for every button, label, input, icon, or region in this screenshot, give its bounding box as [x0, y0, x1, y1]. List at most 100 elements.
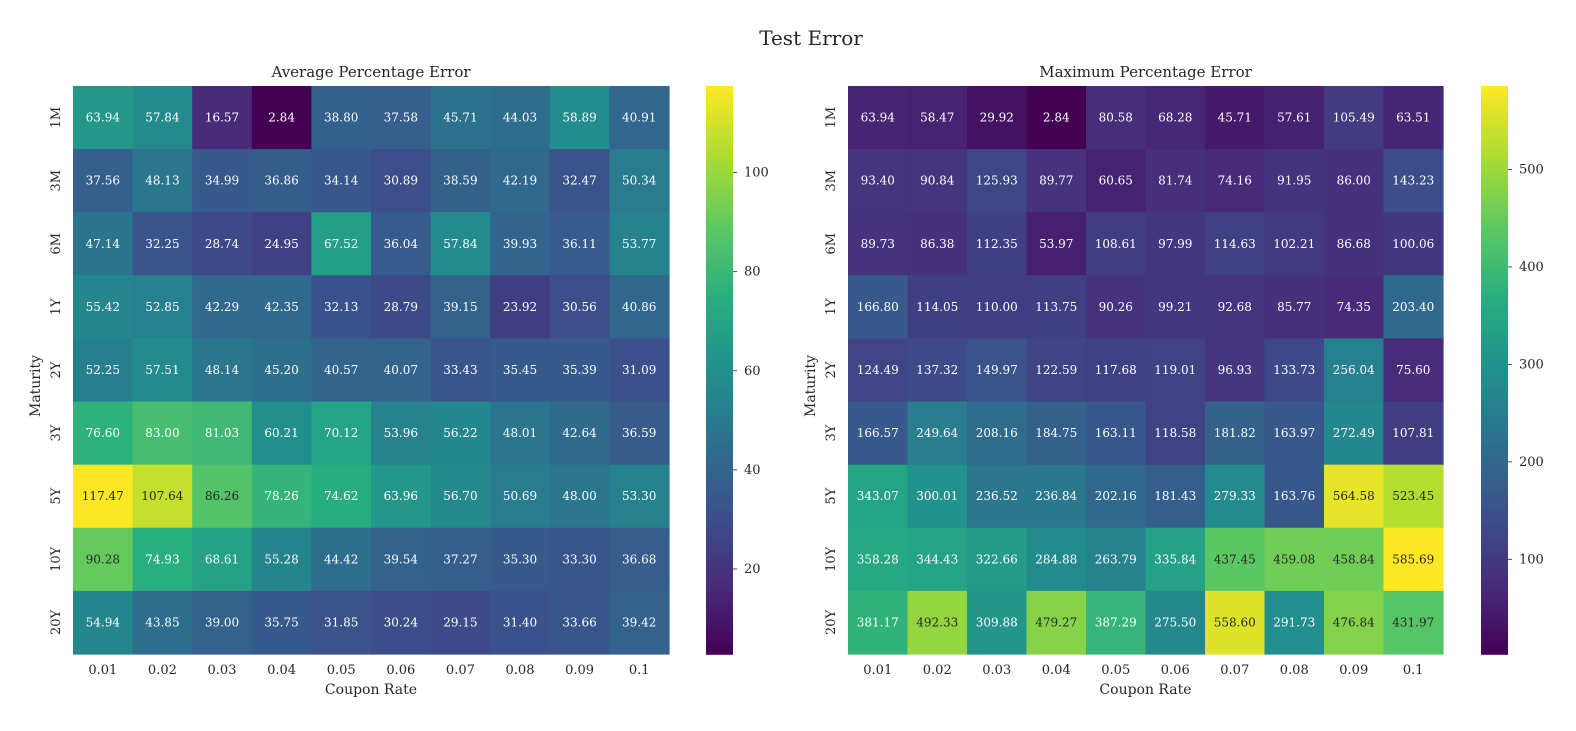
heatmap-cell [371, 149, 432, 213]
x-tick-label: 0.07 [1220, 663, 1249, 678]
cell-value-label: 32.25 [145, 237, 179, 251]
y-tick-label: 20Y [824, 609, 839, 635]
heatmap-cell [967, 86, 1028, 150]
colorbar-segment [706, 546, 733, 553]
colorbar-segment [1481, 614, 1508, 621]
heatmap-cell [1383, 464, 1444, 529]
heatmap-cell [907, 338, 968, 403]
colorbar-segment [1481, 108, 1508, 116]
colorbar-segment [706, 500, 733, 508]
cell-value-label: 40.57 [324, 363, 358, 377]
colorbar-segment [706, 636, 733, 644]
heatmap-cell [549, 275, 610, 340]
heatmap-cell [73, 338, 134, 403]
cell-value-label: 112.35 [976, 237, 1018, 251]
heatmap-cell [430, 401, 491, 466]
y-tick-label: 1Y [824, 298, 839, 315]
heatmap-cell [1026, 401, 1087, 466]
y-tick-label: 2Y [49, 361, 64, 378]
heatmap-cell [73, 590, 134, 655]
cell-value-label: 133.73 [1273, 363, 1315, 377]
cell-value-label: 35.30 [503, 552, 537, 566]
colorbar-segment [1481, 97, 1508, 104]
cell-value-label: 476.84 [1333, 615, 1375, 629]
colorbar-segment [706, 415, 733, 422]
y-tick-label: 5Y [824, 487, 839, 504]
colorbar-segment [1481, 154, 1508, 161]
colorbar-segment [1481, 534, 1508, 542]
colorbar-segment [706, 563, 733, 570]
heatmap-cell [490, 401, 551, 466]
colorbar-segment [706, 216, 733, 224]
heatmap-cell [1383, 212, 1444, 276]
colorbar-segment [1481, 284, 1508, 292]
colorbar-segment [706, 159, 733, 167]
colorbar-segment [1481, 358, 1508, 366]
colorbar-tick-label: 300 [1519, 357, 1544, 372]
heatmap-cell [1383, 401, 1444, 466]
colorbar-segment [706, 165, 733, 172]
colorbar-segment [1481, 392, 1508, 400]
colorbar-segment [706, 551, 733, 559]
cell-value-label: 100.06 [1392, 237, 1434, 251]
colorbar-segment [1481, 494, 1508, 502]
colorbar-segment [1481, 432, 1508, 439]
heatmap-cell [967, 149, 1028, 213]
heatmap-cell [1086, 212, 1147, 276]
colorbar-segment [706, 432, 733, 439]
colorbar-segment [706, 222, 733, 229]
colorbar-segment [706, 602, 733, 610]
heatmap-cell [311, 464, 372, 529]
heatmap-cell [73, 86, 134, 150]
colorbar-segment [1481, 131, 1508, 138]
cell-value-label: 67.52 [324, 237, 358, 251]
x-axis-label: Coupon Rate [1099, 682, 1191, 698]
cell-value-label: 50.69 [503, 489, 537, 503]
heatmap-cell [192, 86, 253, 150]
heatmap-cell [549, 401, 610, 466]
colorbar-segment [706, 460, 733, 468]
heatmap-cell [371, 527, 432, 592]
heatmap-cell [1205, 212, 1266, 276]
colorbar-segment [1481, 165, 1508, 172]
cell-value-label: 45.71 [1218, 111, 1252, 125]
heatmap-cell [549, 86, 610, 150]
colorbar-segment [706, 154, 733, 161]
colorbar-segment [1481, 125, 1508, 133]
cell-value-label: 81.74 [1158, 174, 1193, 188]
colorbar-segment [706, 182, 733, 190]
colorbar-segment [1481, 568, 1508, 576]
heatmap-cell [490, 86, 551, 150]
heatmap-cell [549, 212, 610, 276]
colorbar-segment [1481, 375, 1508, 383]
heatmap-cell [1264, 212, 1325, 276]
heatmap-cell [848, 212, 909, 276]
heatmap-cell [609, 401, 670, 466]
cell-value-label: 275.50 [1154, 615, 1196, 629]
heatmap-cell [1145, 527, 1206, 592]
cell-value-label: 40.86 [622, 300, 656, 314]
heatmap-cell [848, 464, 909, 529]
colorbar-segment [1481, 557, 1508, 564]
heatmap-cell [192, 527, 253, 592]
cell-value-label: 236.52 [976, 489, 1018, 503]
cell-value-label: 68.28 [1158, 111, 1192, 125]
heatmap-cell [192, 275, 253, 340]
colorbar-segment [1481, 267, 1508, 275]
cell-value-label: 60.21 [264, 426, 298, 440]
colorbar-segment [1481, 120, 1508, 127]
colorbar-segment [706, 529, 733, 536]
heatmap-cell [1086, 149, 1147, 213]
cell-value-label: 2.84 [268, 111, 295, 125]
cell-value-label: 90.84 [920, 174, 955, 188]
colorbar-segment [706, 597, 733, 604]
colorbar-segment [1481, 262, 1508, 269]
cell-value-label: 31.09 [622, 363, 656, 377]
colorbar-segment [706, 642, 733, 650]
heatmap-cell [490, 149, 551, 213]
heatmap-cell [1324, 590, 1385, 655]
cell-value-label: 53.77 [622, 237, 656, 251]
cell-value-label: 24.95 [264, 237, 298, 251]
cell-value-label: 57.84 [443, 237, 478, 251]
heatmap-cell [371, 275, 432, 340]
